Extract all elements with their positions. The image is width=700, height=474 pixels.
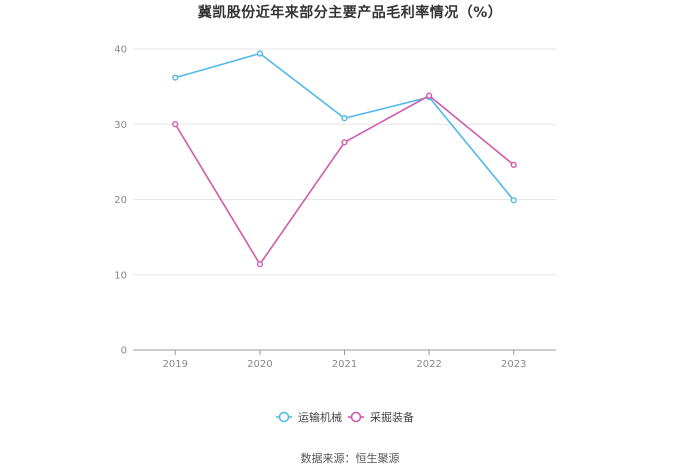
x-tick-label: 2021: [332, 359, 357, 370]
legend-item[interactable]: 运输机械: [276, 410, 342, 424]
axes: 0 10 20 30 40 2019 2020 2021 2022 2023: [114, 45, 556, 370]
series-line: [175, 52, 515, 201]
legend-label: 运输机械: [298, 410, 342, 424]
source-note: 数据来源：恒生聚源: [300, 452, 400, 465]
x-tick-label: 2023: [501, 359, 526, 370]
data-point[interactable]: [172, 74, 179, 81]
legend-label: 采掘装备: [370, 410, 414, 424]
data-point[interactable]: [510, 197, 517, 204]
x-tick-label: 2020: [247, 359, 272, 370]
y-tick-label: 30: [114, 120, 127, 131]
x-tick-label: 2022: [416, 359, 441, 370]
series-1: [172, 50, 517, 204]
y-tick-label: 0: [121, 346, 127, 357]
legend-marker: [278, 411, 290, 423]
data-point[interactable]: [172, 121, 179, 128]
series-2: [172, 92, 517, 268]
data-point[interactable]: [510, 161, 517, 168]
data-point[interactable]: [256, 50, 264, 57]
grid-lines: [133, 48, 556, 276]
data-point[interactable]: [341, 139, 348, 146]
y-tick-label: 40: [114, 45, 127, 56]
data-point[interactable]: [341, 115, 348, 122]
legend-marker: [350, 411, 362, 423]
y-tick-label: 10: [114, 270, 127, 281]
series-group: [172, 50, 517, 268]
chart-title: 冀凯股份近年来部分主要产品毛利率情况（%）: [197, 5, 503, 21]
y-tick-label: 20: [114, 195, 127, 206]
data-point[interactable]: [256, 261, 264, 268]
legend-item[interactable]: 采掘装备: [348, 410, 414, 424]
data-point[interactable]: [426, 92, 433, 99]
x-tick-label: 2019: [163, 359, 188, 370]
legend[interactable]: 运输机械 采掘装备: [276, 410, 414, 424]
